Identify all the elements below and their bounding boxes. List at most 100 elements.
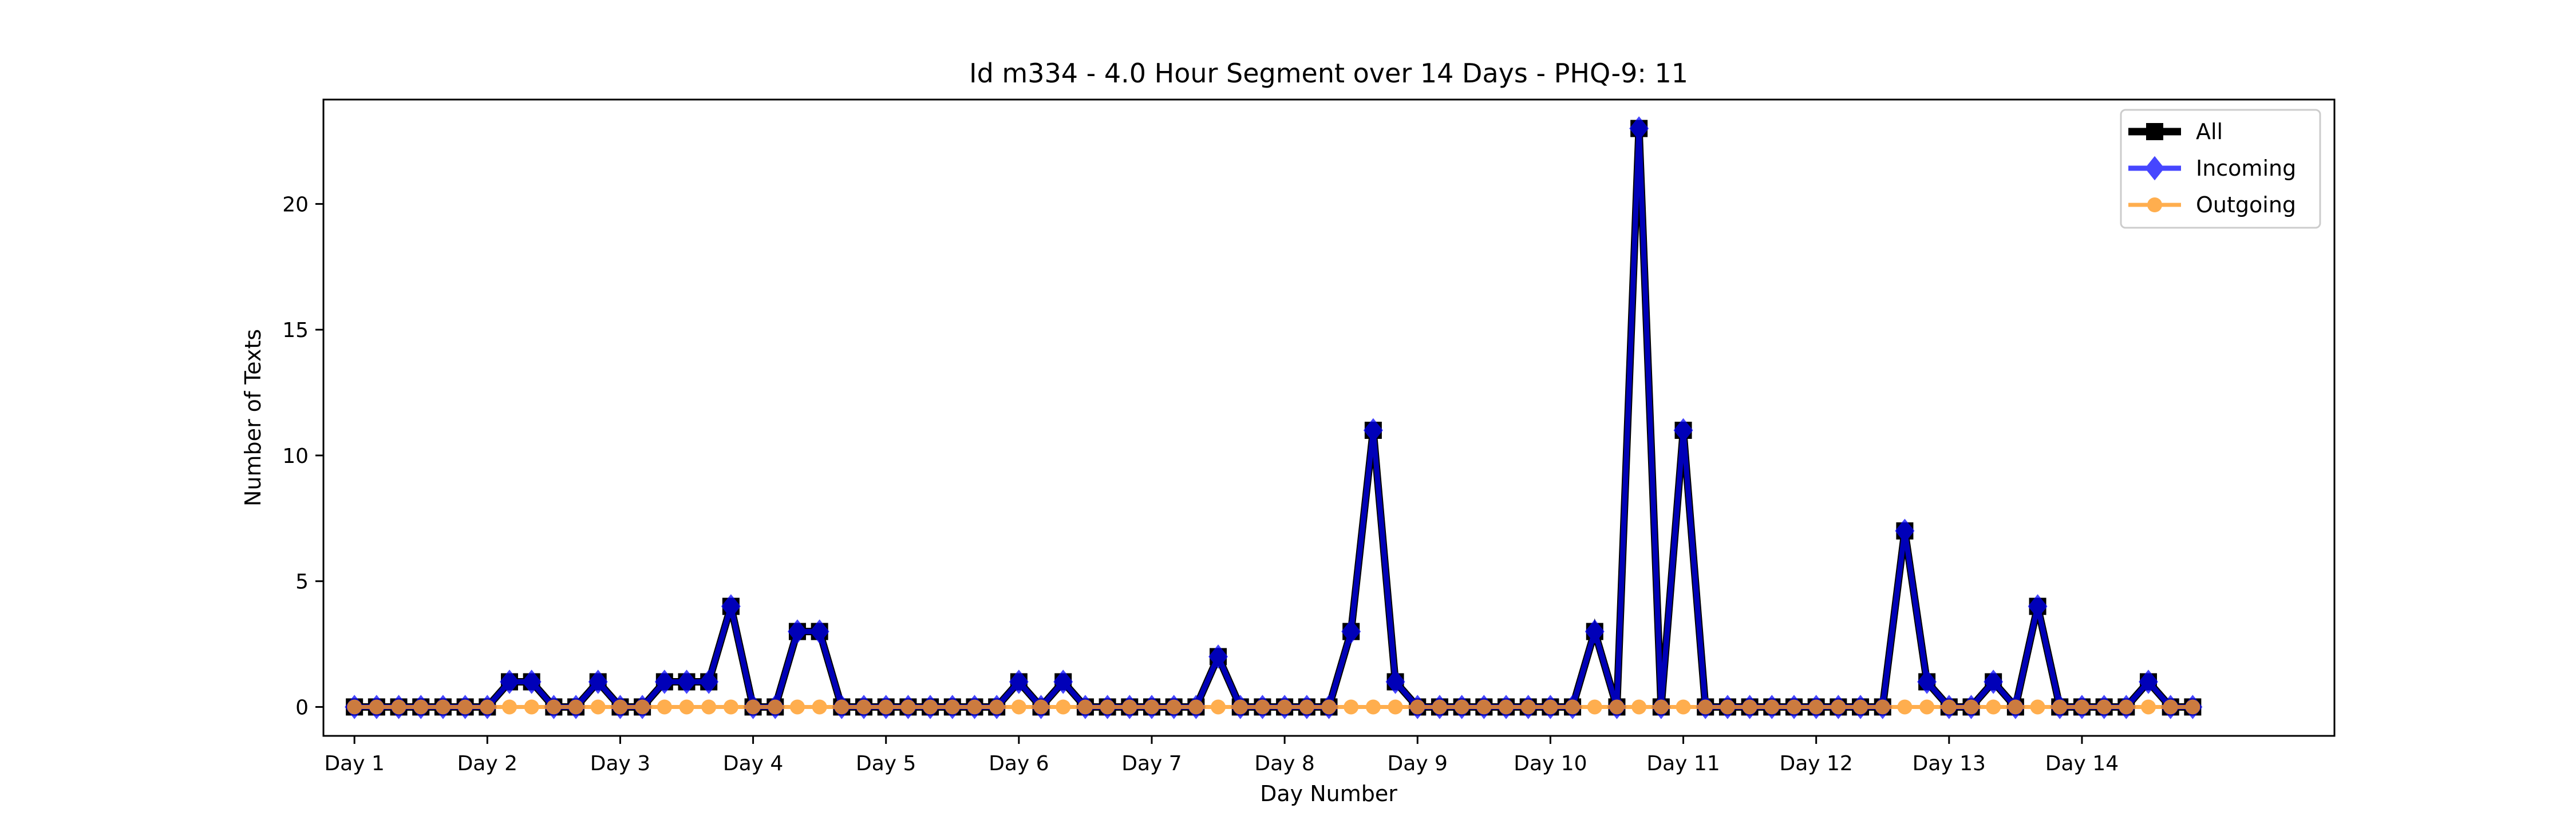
y-tick-label: 5 [295, 571, 309, 594]
data-point-outgoing [1188, 699, 1204, 715]
chart-title: Id m334 - 4.0 Hour Segment over 14 Days … [969, 58, 1688, 89]
x-tick-label: Day 10 [1514, 752, 1587, 775]
x-tick-label: Day 2 [457, 752, 517, 775]
data-point-outgoing [1344, 699, 1359, 715]
x-tick-label: Day 3 [590, 752, 650, 775]
data-point-outgoing [1100, 699, 1115, 715]
data-point-outgoing [1410, 699, 1425, 715]
data-point-outgoing [768, 699, 783, 715]
data-point-incoming [1629, 116, 1649, 141]
x-tick-label: Day 12 [1779, 752, 1852, 775]
data-point-outgoing [2052, 699, 2068, 715]
data-point-outgoing [812, 699, 827, 715]
x-tick-label: Day 7 [1121, 752, 1182, 775]
data-point-outgoing [613, 699, 628, 715]
data-point-outgoing [457, 699, 473, 715]
data-point-incoming [1984, 670, 2004, 694]
data-point-outgoing [679, 699, 694, 715]
data-point-outgoing [1520, 699, 1536, 715]
data-point-outgoing [1831, 699, 1846, 715]
data-point-incoming [721, 594, 741, 619]
data-point-outgoing [1056, 699, 1071, 715]
data-point-incoming [1895, 518, 1915, 544]
data-point-outgoing [369, 699, 384, 715]
data-point-outgoing [413, 699, 429, 715]
data-point-outgoing [1565, 699, 1581, 715]
x-axis: Day 1 Day 2 Day 3 Day 4 Day 5 Day 6 Day 7 Day 8… [324, 736, 2119, 775]
data-point-outgoing [1808, 699, 1824, 715]
data-point-outgoing [1919, 699, 1935, 715]
data-point-outgoing [1786, 699, 1801, 715]
data-point-outgoing [967, 699, 982, 715]
legend-label-outgoing: Outgoing [2196, 192, 2296, 217]
data-point-outgoing [1011, 699, 1026, 715]
data-point-outgoing [1963, 699, 1979, 715]
data-point-incoming [1673, 418, 1693, 443]
data-point-outgoing [1299, 699, 1314, 715]
data-point-outgoing [1232, 699, 1248, 715]
data-point-incoming [809, 619, 829, 644]
data-point-outgoing [1698, 699, 1713, 715]
data-point-outgoing [2030, 699, 2045, 715]
data-point-outgoing [856, 699, 872, 715]
x-tick-label: Day 11 [1646, 752, 1720, 775]
data-point-incoming [1208, 644, 1228, 669]
data-point-outgoing [1321, 699, 1337, 715]
x-tick-label: Day 1 [324, 752, 384, 775]
data-point-outgoing [1454, 699, 1469, 715]
data-point-outgoing [2185, 699, 2200, 715]
data-point-outgoing [1122, 699, 1137, 715]
data-point-outgoing [834, 699, 850, 715]
y-tick-label: 10 [282, 445, 309, 468]
data-point-incoming [2028, 594, 2048, 619]
data-point-outgoing [1720, 699, 1735, 715]
data-point-outgoing [1587, 699, 1602, 715]
data-point-outgoing [568, 699, 584, 715]
y-tick-label: 15 [282, 319, 309, 342]
data-point-outgoing [989, 699, 1005, 715]
data-point-outgoing [923, 699, 938, 715]
data-point-incoming [1053, 670, 1073, 694]
data-point-outgoing [635, 699, 650, 715]
x-tick-label: Day 4 [723, 752, 783, 775]
data-point-outgoing [1986, 699, 2001, 715]
legend-marker-outgoing [2147, 197, 2162, 212]
data-point-outgoing [1476, 699, 1492, 715]
data-point-outgoing [347, 699, 362, 715]
legend-frame [2120, 109, 2321, 229]
y-tick-label: 0 [295, 696, 309, 719]
legend-entry-outgoing [2128, 197, 2181, 212]
data-point-outgoing [590, 699, 606, 715]
data-point-incoming [1341, 619, 1361, 644]
legend-marker-incoming [2145, 156, 2164, 181]
data-point-outgoing [524, 699, 539, 715]
data-point-outgoing [1077, 699, 1093, 715]
data-point-outgoing [501, 699, 517, 715]
series-outgoing [347, 699, 2200, 715]
data-point-outgoing [1631, 699, 1647, 715]
data-point-outgoing [1653, 699, 1669, 715]
data-point-incoming [1385, 670, 1405, 694]
data-point-outgoing [701, 699, 717, 715]
data-point-outgoing [1543, 699, 1558, 715]
plot-frame [322, 98, 2336, 737]
data-point-incoming [2139, 670, 2159, 694]
data-point-outgoing [391, 699, 406, 715]
data-point-outgoing [1764, 699, 1780, 715]
data-point-incoming [521, 670, 542, 694]
data-point-outgoing [435, 699, 451, 715]
data-point-outgoing [1853, 699, 1868, 715]
data-point-outgoing [1144, 699, 1159, 715]
x-tick-label: Day 5 [856, 752, 916, 775]
data-point-outgoing [878, 699, 894, 715]
data-point-outgoing [1166, 699, 1182, 715]
data-point-outgoing [1365, 699, 1381, 715]
data-point-outgoing [945, 699, 960, 715]
data-point-incoming [1363, 418, 1383, 443]
data-point-incoming [1917, 670, 1937, 694]
data-point-outgoing [657, 699, 672, 715]
legend-label-incoming: Incoming [2196, 156, 2296, 181]
data-point-outgoing [546, 699, 562, 715]
data-point-outgoing [1609, 699, 1625, 715]
